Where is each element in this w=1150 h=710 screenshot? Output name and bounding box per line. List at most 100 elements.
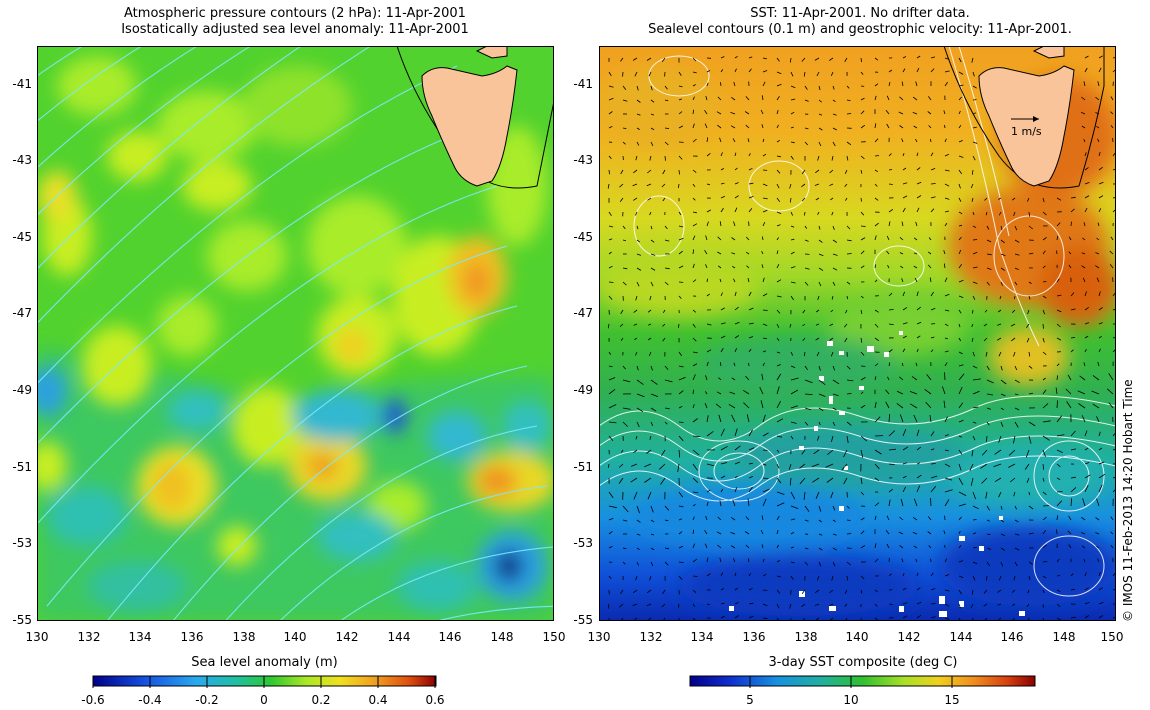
velocity-arrow bbox=[649, 295, 652, 301]
velocity-arrow bbox=[706, 557, 709, 563]
left-map[interactable] bbox=[37, 46, 554, 621]
velocity-arrow bbox=[748, 486, 753, 493]
velocity-arrow bbox=[997, 603, 1002, 606]
velocity-arrow bbox=[705, 95, 708, 101]
velocity-arrow bbox=[958, 249, 962, 255]
velocity-arrow bbox=[944, 138, 947, 143]
velocity-arrow bbox=[1028, 435, 1032, 444]
velocity-arrow bbox=[664, 225, 668, 230]
velocity-arrow bbox=[650, 407, 657, 412]
velocity-arrow bbox=[802, 337, 806, 341]
velocity-arrow bbox=[958, 236, 962, 241]
velocity-arrow bbox=[720, 69, 724, 73]
velocity-arrow bbox=[1000, 519, 1005, 523]
velocity-arrow bbox=[983, 337, 988, 342]
velocity-arrow bbox=[644, 463, 652, 468]
velocity-arrow bbox=[930, 431, 935, 437]
velocity-arrow bbox=[815, 337, 820, 341]
velocity-arrow bbox=[971, 337, 974, 342]
velocity-arrow bbox=[1065, 388, 1072, 395]
velocity-arrow bbox=[888, 309, 894, 311]
velocity-arrow bbox=[958, 323, 961, 328]
velocity-arrow bbox=[846, 295, 848, 300]
velocity-arrow bbox=[608, 295, 613, 300]
velocity-arrow bbox=[832, 533, 837, 536]
velocity-arrow bbox=[860, 295, 864, 299]
velocity-arrow bbox=[901, 558, 904, 563]
velocity-arrow bbox=[608, 365, 613, 368]
velocity-arrow bbox=[620, 169, 624, 175]
velocity-arrow bbox=[972, 435, 976, 441]
velocity-arrow bbox=[762, 57, 767, 60]
velocity-arrow bbox=[943, 530, 946, 535]
velocity-arrow bbox=[984, 309, 988, 313]
velocity-arrow bbox=[980, 463, 988, 469]
colorbar-tick: -0.6 bbox=[81, 693, 105, 707]
velocity-arrow bbox=[746, 414, 750, 423]
velocity-arrow bbox=[1028, 225, 1033, 230]
velocity-arrow bbox=[972, 141, 978, 144]
velocity-arrow bbox=[622, 127, 627, 129]
velocity-arrow bbox=[971, 197, 974, 202]
velocity-arrow bbox=[1081, 125, 1086, 129]
velocity-arrow bbox=[944, 153, 950, 157]
velocity-arrow bbox=[622, 281, 627, 286]
velocity-arrow bbox=[622, 239, 627, 242]
velocity-arrow bbox=[1014, 505, 1017, 510]
velocity-arrow bbox=[958, 544, 962, 549]
lon-label: 130 bbox=[25, 630, 49, 644]
velocity-arrow bbox=[818, 141, 822, 147]
velocity-arrow bbox=[744, 531, 750, 535]
velocity-arrow bbox=[888, 448, 897, 451]
velocity-arrow bbox=[1000, 253, 1006, 257]
velocity-arrow bbox=[1014, 225, 1018, 231]
velocity-arrow bbox=[860, 225, 866, 227]
velocity-arrow bbox=[860, 57, 862, 63]
velocity-arrow bbox=[647, 337, 652, 341]
velocity-arrow bbox=[972, 406, 979, 409]
right-map[interactable] bbox=[599, 46, 1116, 621]
velocity-arrow bbox=[1092, 403, 1100, 409]
velocity-arrow bbox=[874, 323, 879, 328]
velocity-arrow bbox=[790, 281, 796, 284]
velocity-arrow bbox=[692, 57, 697, 62]
velocity-arrow bbox=[874, 416, 881, 423]
velocity-arrow bbox=[1084, 349, 1087, 353]
velocity-arrow bbox=[817, 211, 820, 215]
velocity-arrow bbox=[678, 518, 683, 521]
velocity-arrow bbox=[830, 197, 834, 201]
velocity-arrow bbox=[1000, 407, 1004, 411]
velocity-arrow bbox=[998, 575, 1002, 581]
velocity-arrow bbox=[930, 463, 936, 465]
velocity-arrow bbox=[1028, 491, 1030, 496]
velocity-arrow bbox=[846, 379, 854, 382]
velocity-arrow bbox=[832, 561, 836, 567]
velocity-arrow bbox=[633, 309, 638, 313]
velocity-arrow bbox=[888, 169, 893, 171]
velocity-arrow bbox=[762, 432, 769, 437]
velocity-arrow bbox=[1079, 375, 1086, 381]
velocity-arrow bbox=[944, 222, 948, 227]
velocity-arrow bbox=[1042, 281, 1047, 283]
colorbar-tick: 0.6 bbox=[425, 693, 445, 707]
velocity-arrow bbox=[664, 547, 670, 550]
velocity-arrow bbox=[860, 265, 865, 269]
velocity-arrow bbox=[661, 449, 666, 457]
velocity-arrow bbox=[944, 350, 949, 353]
velocity-arrow bbox=[804, 561, 809, 566]
velocity-arrow bbox=[900, 498, 904, 507]
velocity-arrow bbox=[944, 477, 953, 481]
velocity-arrow bbox=[1042, 250, 1046, 255]
velocity-arrow bbox=[888, 208, 894, 213]
velocity-arrow bbox=[1098, 461, 1105, 465]
velocity-arrow bbox=[1014, 365, 1018, 371]
velocity-arrow bbox=[818, 253, 824, 257]
velocity-arrow bbox=[814, 589, 820, 594]
velocity-arrow bbox=[818, 127, 823, 131]
velocity-arrow bbox=[646, 183, 652, 187]
left-colorbar bbox=[92, 675, 437, 688]
velocity-arrow bbox=[717, 251, 722, 255]
velocity-arrow bbox=[885, 110, 890, 115]
velocity-arrow bbox=[913, 125, 918, 129]
velocity-arrow bbox=[815, 617, 820, 621]
